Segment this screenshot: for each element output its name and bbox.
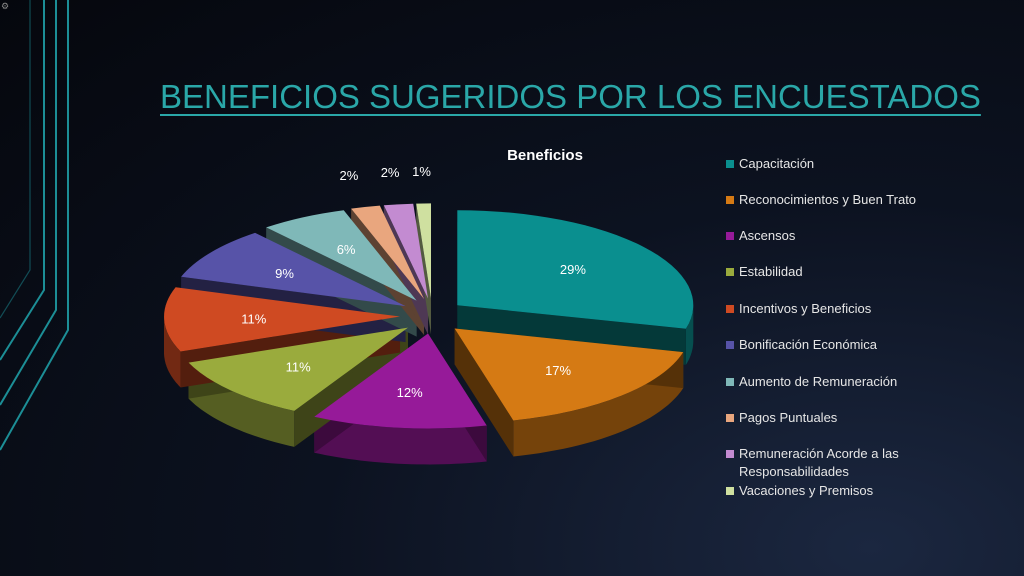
- legend-label-6: Aumento de Remuneración: [739, 374, 898, 389]
- pie-slice-0: [457, 210, 694, 329]
- legend-label-8: Remuneración Acorde a las Responsabilida…: [739, 446, 899, 479]
- legend-swatch-7: [726, 414, 734, 422]
- pie-slice-6: [266, 210, 417, 301]
- legend-item-8: Remuneración Acorde a las Responsabilida…: [726, 445, 926, 481]
- legend-label-7: Pagos Puntuales: [739, 410, 838, 425]
- gear-icon: ⚙: [1, 1, 10, 11]
- legend-item-7: Pagos Puntuales: [726, 409, 837, 427]
- pie-slice-7: [351, 205, 425, 299]
- legend-label-1: Reconocimientos y Buen Trato: [739, 192, 917, 207]
- pie-slice-1: [454, 328, 684, 421]
- legend-item-1: Reconocimientos y Buen Trato: [726, 191, 916, 209]
- data-label-9: 1%: [412, 164, 431, 179]
- data-label-8: 2%: [381, 165, 400, 180]
- legend-label-5: Bonificación Económica: [739, 337, 878, 352]
- legend-label-0: Capacitación: [739, 156, 815, 171]
- pie-slice-4: [164, 287, 401, 352]
- pie-slice-2: [314, 333, 487, 429]
- legend-swatch-9: [726, 487, 734, 495]
- legend-label-2: Ascensos: [739, 228, 796, 243]
- legend-swatch-8: [726, 450, 734, 458]
- legend-item-2: Ascensos: [726, 227, 795, 245]
- data-label-1: 17%: [545, 363, 571, 378]
- legend-item-0: Capacitación: [726, 155, 814, 173]
- legend-label-9: Vacaciones y Premisos: [739, 483, 874, 498]
- pie-slice-5: [181, 232, 406, 307]
- decorative-lines: [0, 0, 69, 451]
- legend-swatch-6: [726, 378, 734, 386]
- legend-item-4: Incentivos y Beneficios: [726, 300, 871, 318]
- chart-title: Beneficios: [507, 147, 583, 164]
- slide-title: BENEFICIOS SUGERIDOS POR LOS ENCUESTADOS: [160, 78, 981, 115]
- data-label-5: 9%: [275, 266, 294, 281]
- legend-swatch-0: [726, 160, 734, 168]
- legend-swatch-2: [726, 232, 734, 240]
- data-label-6: 6%: [337, 242, 356, 257]
- legend-swatch-3: [726, 268, 734, 276]
- legend-item-3: Estabilidad: [726, 263, 803, 281]
- pie-slice-9: [416, 203, 431, 299]
- legend-swatch-1: [726, 196, 734, 204]
- pie-slice-3: [188, 327, 408, 411]
- legend-swatch-4: [726, 305, 734, 313]
- data-label-0: 29%: [560, 262, 586, 277]
- legend-label-3: Estabilidad: [739, 264, 803, 279]
- data-label-7: 2%: [340, 168, 359, 183]
- legend-item-9: Vacaciones y Premisos: [726, 482, 873, 500]
- data-label-4: 11%: [241, 311, 266, 326]
- pie-slice-8: [383, 203, 428, 299]
- pie-slice-side-9: [416, 203, 431, 335]
- legend-swatch-5: [726, 341, 734, 349]
- data-label-2: 12%: [397, 385, 423, 400]
- legend-item-5: Bonificación Económica: [726, 336, 877, 354]
- legend-label-4: Incentivos y Beneficios: [739, 301, 872, 316]
- legend-item-6: Aumento de Remuneración: [726, 373, 897, 391]
- data-label-3: 11%: [286, 360, 311, 375]
